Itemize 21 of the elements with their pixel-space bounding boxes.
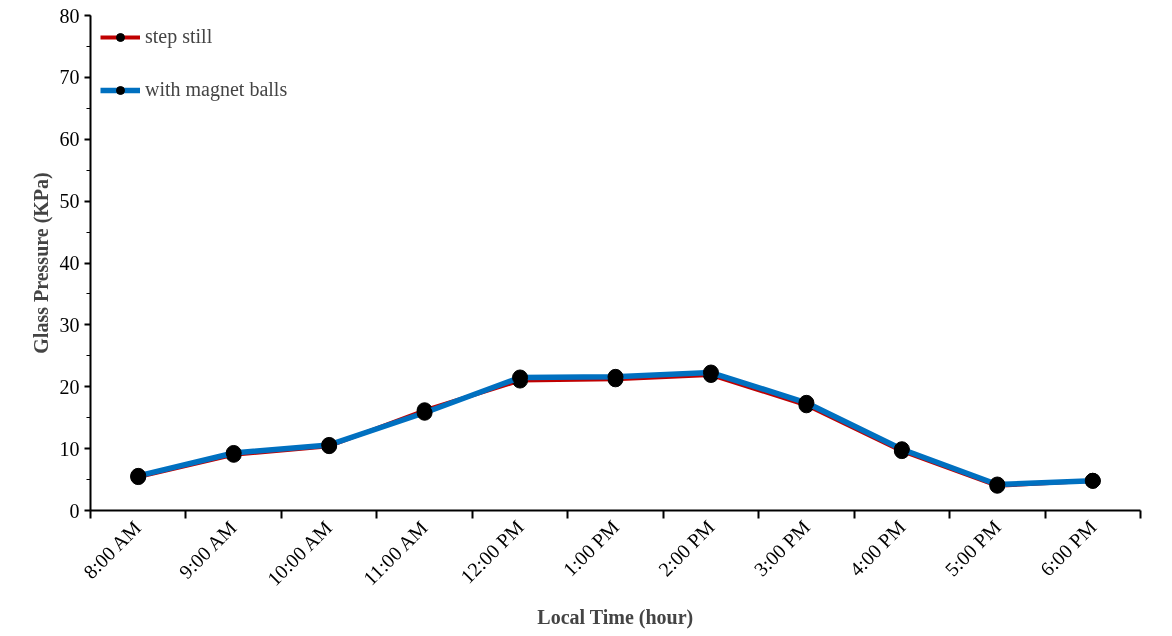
x-tick-label: 3:00 PM (749, 515, 815, 581)
x-tick-label: 8:00 AM (78, 516, 146, 583)
y-tick-label: 10 (59, 437, 80, 460)
x-tick-label: 1:00 PM (558, 515, 624, 581)
x-tick-label: 6:00 PM (1035, 515, 1101, 581)
y-tick-label: 20 (59, 375, 80, 398)
y-axis-title: Glass Pressure (KPa) (29, 172, 53, 354)
x-tick-label: 2:00 PM (654, 515, 719, 581)
y-tick-label: 80 (59, 4, 80, 27)
x-axis-title: Local Time (hour) (537, 605, 694, 629)
y-tick-label: 70 (59, 66, 80, 89)
legend-label: with magnet balls (145, 78, 288, 101)
y-tick-label: 50 (59, 190, 80, 213)
x-tick-label: 9:00 AM (174, 516, 241, 583)
legend-label: step still (145, 25, 213, 48)
y-tick-label: 40 (59, 252, 80, 274)
x-tick-label: 4:00 PM (844, 515, 910, 581)
y-tick-label: 0 (69, 499, 80, 522)
y-tick-label: 30 (59, 313, 80, 336)
x-tick-label: 5:00 PM (940, 515, 1006, 581)
y-tick-label: 60 (59, 128, 80, 151)
